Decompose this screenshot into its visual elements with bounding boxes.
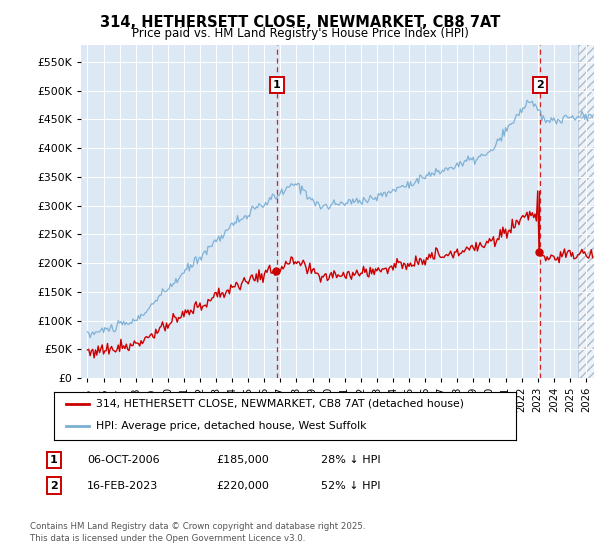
- Text: Contains HM Land Registry data © Crown copyright and database right 2025.
This d: Contains HM Land Registry data © Crown c…: [30, 522, 365, 543]
- Text: 2: 2: [50, 480, 58, 491]
- Text: 06-OCT-2006: 06-OCT-2006: [87, 455, 160, 465]
- Text: 314, HETHERSETT CLOSE, NEWMARKET, CB8 7AT (detached house): 314, HETHERSETT CLOSE, NEWMARKET, CB8 7A…: [95, 399, 464, 409]
- Text: 28% ↓ HPI: 28% ↓ HPI: [321, 455, 380, 465]
- Text: £220,000: £220,000: [216, 480, 269, 491]
- Text: Price paid vs. HM Land Registry's House Price Index (HPI): Price paid vs. HM Land Registry's House …: [131, 27, 469, 40]
- Text: 314, HETHERSETT CLOSE, NEWMARKET, CB8 7AT: 314, HETHERSETT CLOSE, NEWMARKET, CB8 7A…: [100, 15, 500, 30]
- Text: 1: 1: [50, 455, 58, 465]
- Text: 2: 2: [536, 80, 544, 90]
- Text: HPI: Average price, detached house, West Suffolk: HPI: Average price, detached house, West…: [95, 421, 366, 431]
- Text: 16-FEB-2023: 16-FEB-2023: [87, 480, 158, 491]
- Text: 52% ↓ HPI: 52% ↓ HPI: [321, 480, 380, 491]
- Text: £185,000: £185,000: [216, 455, 269, 465]
- Text: 1: 1: [273, 80, 281, 90]
